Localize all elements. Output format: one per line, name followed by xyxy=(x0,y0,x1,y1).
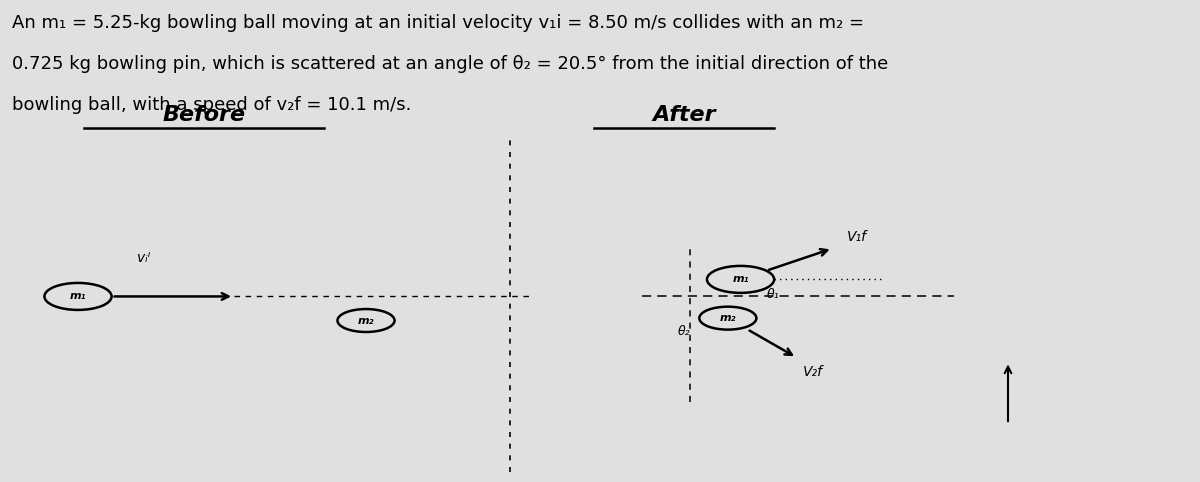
Text: m₂: m₂ xyxy=(720,313,736,323)
Text: m₂: m₂ xyxy=(358,316,374,325)
Text: After: After xyxy=(652,106,716,125)
Text: 0.725 kg bowling pin, which is scattered at an angle of θ₂ = 20.5° from the init: 0.725 kg bowling pin, which is scattered… xyxy=(12,55,888,73)
Text: vᵢᴵ: vᵢᴵ xyxy=(137,251,151,265)
Text: Before: Before xyxy=(162,106,246,125)
Text: θ₁: θ₁ xyxy=(767,288,780,301)
Text: θ₂: θ₂ xyxy=(678,325,690,338)
Text: bowling ball, with a speed of v₂f = 10.1 m/s.: bowling ball, with a speed of v₂f = 10.1… xyxy=(12,96,412,114)
Text: m₁: m₁ xyxy=(70,292,86,301)
Text: m₁: m₁ xyxy=(732,274,749,284)
Text: An m₁ = 5.25-kg bowling ball moving at an initial velocity v₁i = 8.50 m/s collid: An m₁ = 5.25-kg bowling ball moving at a… xyxy=(12,14,864,32)
Text: V₂f: V₂f xyxy=(803,365,823,379)
Text: V₁f: V₁f xyxy=(847,229,866,243)
